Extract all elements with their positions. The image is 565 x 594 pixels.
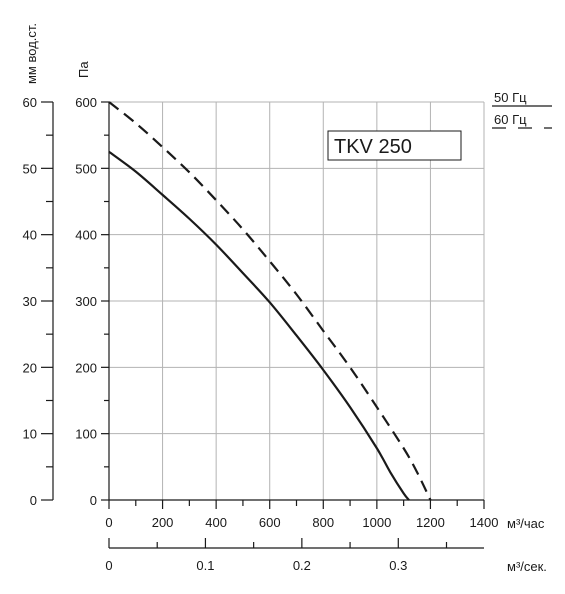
y-tick-label: 100 [75, 427, 97, 442]
y2-tick-label: 40 [23, 228, 37, 243]
x-tick-label: 1000 [362, 515, 391, 530]
y2-tick-label: 30 [23, 294, 37, 309]
chart-title: TKV 250 [334, 136, 412, 158]
legend: 50 Гц 60 Гц [492, 90, 552, 129]
y-tick-label: 0 [90, 493, 97, 508]
y2-tick-label: 60 [23, 95, 37, 110]
x-tick-label: 1400 [470, 515, 499, 530]
y-tick-label: 400 [75, 228, 97, 243]
chart-title-box: TKV 250 [327, 130, 462, 161]
y2-tick-label: 0 [30, 493, 37, 508]
y-tick-label: 600 [75, 95, 97, 110]
chart-title-frame [327, 130, 462, 161]
x2-tick-label: 0.1 [196, 558, 214, 573]
x-tick-label: 400 [205, 515, 227, 530]
x2-tick-label: 0.3 [389, 558, 407, 573]
y-tick-label: 200 [75, 360, 97, 375]
x2-axis-unit-m3s: м³/сек. [507, 559, 547, 574]
x-tick-label: 1200 [416, 515, 445, 530]
x2-tick-label: 0 [105, 558, 112, 573]
legend-label-60hz: 60 Гц [494, 112, 527, 127]
x-tick-label: 600 [259, 515, 281, 530]
y-axis-unit-pa: Па [76, 61, 91, 78]
data-series [108, 101, 432, 501]
series-line-50hz [108, 150, 410, 501]
x-tick-label: 0 [105, 515, 112, 530]
x-axis-unit-m3h: м³/час [507, 516, 545, 531]
legend-label-50hz: 50 Гц [494, 90, 527, 105]
plot-grid [109, 101, 485, 500]
y2-tick-label: 20 [23, 360, 37, 375]
x2-tick-label: 0.2 [293, 558, 311, 573]
series-line-60hz [108, 101, 432, 501]
y2-axis-unit-mm: мм вод.ст. [24, 23, 39, 84]
x-tick-label: 200 [152, 515, 174, 530]
y2-tick-label: 10 [23, 427, 37, 442]
y-tick-label: 500 [75, 161, 97, 176]
y2-tick-label: 50 [23, 161, 37, 176]
y-tick-label: 300 [75, 294, 97, 309]
x-tick-label: 800 [312, 515, 334, 530]
